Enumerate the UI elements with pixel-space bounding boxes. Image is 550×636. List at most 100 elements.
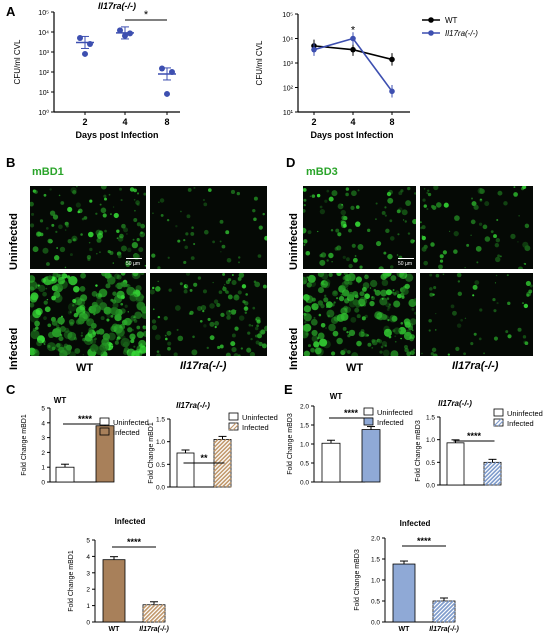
fluorescent-cell	[113, 212, 119, 219]
fluorescent-cell	[131, 242, 138, 249]
fluorescent-cell	[316, 337, 320, 340]
fluorescent-cell	[120, 302, 124, 306]
chart-c1-bar: WT 0 1 2 3 4 5 Fold Change mBD1 **** UninfectedIn…	[21, 396, 149, 487]
fluorescent-cell	[352, 257, 358, 263]
fluorescent-cell	[197, 276, 202, 280]
bar-hatch	[213, 441, 232, 460]
fluorescent-cell	[482, 224, 488, 230]
data-point	[169, 69, 175, 75]
fluorescent-cell	[99, 289, 105, 294]
fluorescent-cell	[357, 189, 360, 192]
fluorescent-cell	[303, 239, 308, 244]
scale-bar-label-d: 50 µm	[398, 261, 412, 267]
fluorescent-cell	[130, 339, 135, 344]
fluorescent-cell	[238, 261, 240, 264]
fluorescent-cell	[138, 339, 146, 348]
fluorescent-cell	[351, 243, 356, 248]
significance-label: ****	[467, 431, 482, 441]
y-tick-label: 0.0	[426, 483, 435, 490]
fluorescent-cell	[250, 337, 253, 341]
fluorescent-cell	[238, 315, 245, 321]
fluorescent-cell	[313, 341, 320, 348]
fluorescent-cell	[497, 254, 501, 258]
fluorescent-cell	[513, 192, 518, 197]
fluorescent-cell	[59, 274, 61, 277]
fluorescent-cell	[174, 305, 181, 311]
chart-e3-bar: Infected 0.0 0.5 1.0 1.5 2.0 Fold Change mBD3 W…	[354, 519, 459, 633]
fluorescent-cell	[383, 328, 392, 337]
fluorescent-cell	[51, 346, 56, 351]
fluorescent-cell	[73, 285, 80, 293]
fluorescent-cell	[139, 231, 146, 238]
fluorescent-cell	[206, 346, 209, 350]
fluorescent-cell	[225, 290, 230, 295]
fluorescent-cell	[151, 319, 157, 324]
fluorescent-cell	[342, 326, 347, 331]
fluorescent-cell	[373, 289, 377, 292]
fluorescent-cell	[200, 304, 207, 311]
fluorescent-cell	[348, 329, 356, 337]
fluorescent-cell	[386, 191, 392, 197]
fluorescent-cell	[413, 298, 416, 303]
bar-hatch	[484, 468, 502, 486]
fluorescent-cell	[83, 216, 88, 220]
chart-a1-scatter: Il17ra(-/-) 10⁰ 10¹ 10² 10³ 10⁴ 10⁵ 2 4 8 Days pos…	[13, 1, 180, 140]
fluorescent-cell	[412, 218, 416, 225]
fluorescent-cell	[156, 353, 162, 356]
fluorescent-cell	[506, 274, 509, 277]
fluorescent-cell	[517, 266, 524, 269]
fluorescent-cell	[464, 266, 466, 269]
chart-title: Il17ra(-/-)	[438, 399, 472, 408]
fluorescent-cell	[183, 289, 188, 294]
fluorescent-cell	[237, 276, 242, 281]
fluorescent-cell	[328, 252, 334, 259]
fluorescent-cell	[385, 302, 391, 308]
y-tick-label: 10³	[39, 50, 50, 57]
fluorescent-cell	[473, 332, 477, 336]
y-axis-label: Fold Change mBD3	[354, 549, 361, 611]
fluorescent-cell	[58, 336, 64, 342]
fluorescent-cell	[244, 311, 248, 314]
bar-hatch	[492, 476, 502, 486]
fluorescent-cell	[255, 340, 260, 345]
bar-hatch	[483, 464, 502, 483]
fluorescent-cell	[305, 250, 311, 256]
fluorescent-cell	[311, 303, 319, 311]
fluorescent-cell	[356, 314, 361, 319]
fluorescent-cell	[209, 335, 215, 341]
fluorescent-cell	[202, 198, 206, 202]
fluorescent-cell	[442, 250, 448, 255]
fluorescent-cell	[393, 327, 401, 335]
fluorescent-cell	[319, 338, 328, 347]
fluorescent-cell	[116, 338, 120, 342]
fluorescent-cell	[102, 213, 107, 218]
fluorescent-cell	[406, 351, 412, 356]
fluorescent-cell	[121, 281, 127, 288]
fluorescent-cell	[189, 288, 193, 292]
bar-hatch	[483, 461, 493, 471]
fluorescent-cell	[218, 290, 223, 295]
fluorescent-cell	[438, 264, 443, 269]
fluorescent-cell	[453, 249, 458, 254]
fluorescent-cell	[315, 304, 318, 308]
chart-title: Il17ra(-/-)	[98, 1, 136, 11]
fluorescent-cell	[380, 289, 388, 297]
fluorescent-cell	[230, 189, 236, 194]
fluorescent-cell	[155, 287, 157, 290]
fluorescent-cell	[493, 336, 499, 341]
fluorescent-cell	[67, 310, 72, 315]
fluorescent-cell	[114, 284, 118, 288]
fluorescent-cell	[54, 255, 60, 261]
fluorescent-cell	[30, 280, 38, 291]
x-tick-label: WT	[109, 626, 121, 633]
chart-c3-bar: Infected 0 1 2 3 4 5 Fold Change mBD1 WT Il17ra(-…	[68, 517, 169, 633]
significance-label: ****	[417, 536, 432, 546]
data-point	[87, 41, 93, 48]
fluorescent-cell	[319, 209, 326, 215]
fluorescent-cell	[168, 288, 172, 292]
fluorescent-cell	[345, 187, 350, 191]
fluorescent-cell	[397, 233, 400, 236]
fluorescent-cell	[116, 282, 123, 290]
fluorescent-cell	[61, 273, 67, 278]
fluorescent-cell	[307, 274, 316, 283]
